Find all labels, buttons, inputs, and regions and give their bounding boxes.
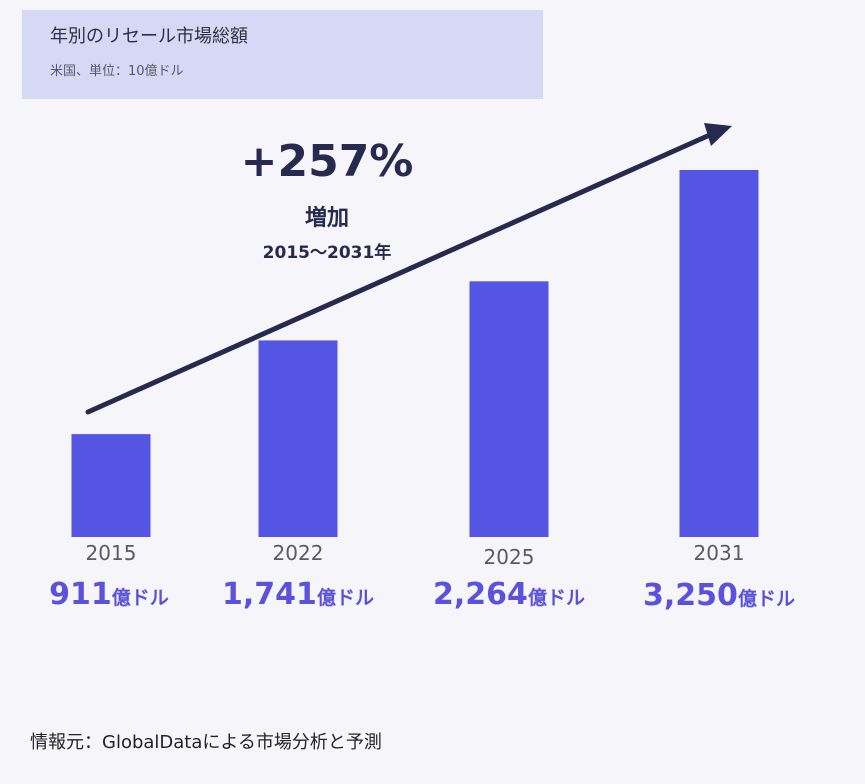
value-number: 3,250: [643, 578, 738, 613]
value-unit: 億ドル: [737, 588, 795, 610]
value-unit: 億ドル: [316, 587, 374, 609]
year-label: 2031: [693, 541, 745, 565]
value-number: 911: [49, 577, 112, 612]
growth-arrow-line: [85, 131, 715, 415]
bar-2031: [679, 170, 759, 537]
growth-percent: +257%: [240, 136, 414, 187]
value-number: 1,741: [222, 577, 317, 612]
growth-arrow-head: [704, 123, 732, 146]
value-label: 2,264億ドル: [399, 577, 619, 612]
bar-2025: [469, 281, 549, 537]
value-label: 911億ドル: [0, 577, 219, 612]
chart-subtitle: 米国、単位：10億ドル: [50, 64, 184, 79]
value-label: 3,250億ドル: [609, 578, 829, 613]
growth-label: 増加: [304, 206, 349, 231]
value-label: 1,741億ドル: [188, 577, 408, 612]
value-unit: 億ドル: [527, 587, 585, 609]
bar-2015: [71, 434, 151, 537]
year-label: 2022: [272, 541, 324, 565]
year-label: 2015: [85, 541, 137, 565]
chart-title: 年別のリセール市場総額: [50, 26, 248, 47]
chart-header: 年別のリセール市場総額 米国、単位：10億ドル: [22, 10, 543, 99]
value-unit: 億ドル: [111, 587, 169, 609]
bar-2022: [258, 340, 338, 537]
source-note: 情報元：GlobalDataによる市場分析と予測: [30, 732, 382, 753]
growth-range: 2015〜2031年: [262, 243, 392, 263]
year-label: 2025: [483, 545, 535, 569]
value-number: 2,264: [433, 577, 528, 612]
